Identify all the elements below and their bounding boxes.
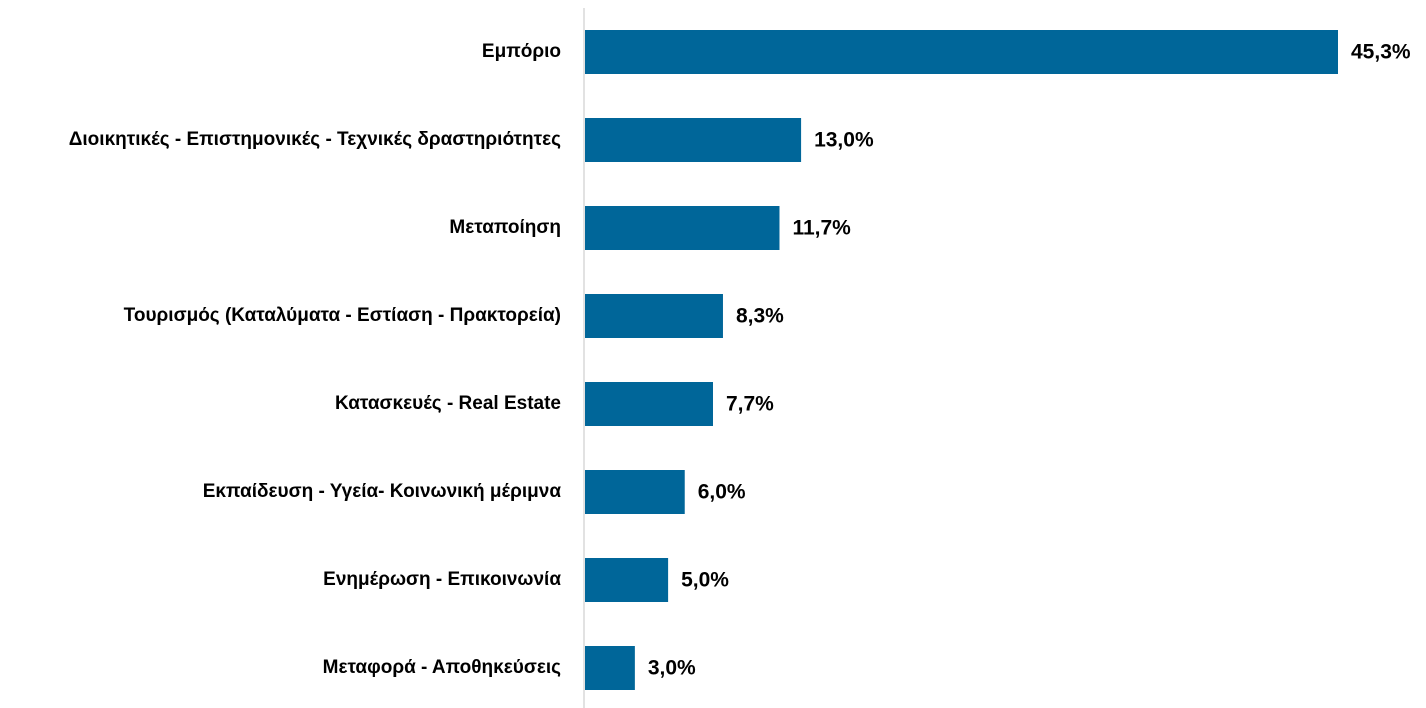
value-label: 13,0% — [814, 129, 874, 152]
value-label: 8,3% — [736, 305, 784, 328]
bar — [585, 470, 685, 514]
category-label: Εμπόριο — [482, 41, 561, 62]
bar — [585, 118, 802, 162]
value-label: 3,0% — [648, 657, 696, 680]
category-label: Κατασκευές - Real Estate — [335, 393, 561, 414]
bar — [585, 646, 635, 690]
bar — [585, 30, 1338, 74]
value-label: 45,3% — [1351, 41, 1411, 64]
category-label: Εκπαίδευση - Υγεία- Κοινωνική μέριμνα — [203, 481, 562, 502]
category-label: Ενημέρωση - Επικοινωνία — [323, 569, 561, 590]
value-label: 5,0% — [681, 569, 729, 592]
category-label: Τουρισμός (Καταλύματα - Εστίαση - Πρακτο… — [124, 305, 561, 326]
category-label: Μεταποίηση — [449, 217, 561, 238]
bar — [585, 206, 780, 250]
bar — [585, 558, 669, 602]
category-label: Διοικητικές - Επιστημονικές - Τεχνικές δ… — [69, 129, 561, 150]
value-label: 6,0% — [698, 481, 746, 504]
value-label: 11,7% — [792, 217, 851, 240]
bar — [585, 382, 713, 426]
category-label: Μεταφορά - Αποθηκεύσεις — [323, 657, 561, 678]
value-label: 7,7% — [726, 393, 774, 416]
bar — [585, 294, 723, 338]
